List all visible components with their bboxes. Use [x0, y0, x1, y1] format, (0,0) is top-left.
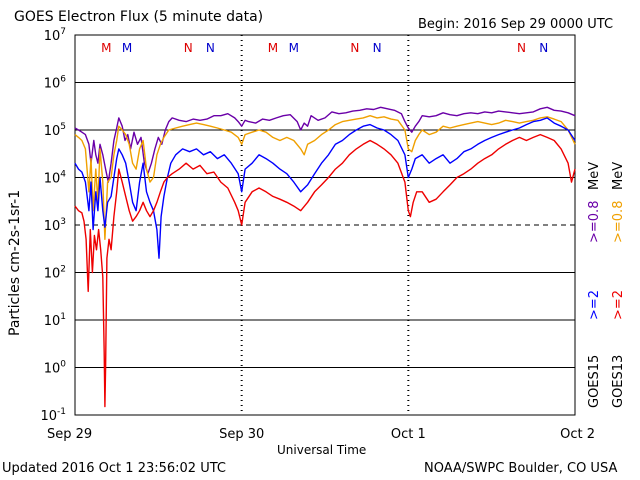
- legend-goes13-ge08: >=0.8: [611, 200, 626, 243]
- chart-title: GOES Electron Flux (5 minute data): [14, 9, 264, 25]
- event-marker: N: [184, 41, 193, 55]
- x-tick-label: Oct 1: [391, 427, 426, 442]
- y-tick-label: 104: [44, 170, 67, 187]
- series-line-4: [74, 133, 576, 408]
- series-line-3: [74, 117, 576, 259]
- x-tick-labels: Sep 29 Sep 30 Oct 1 Oct 2: [47, 427, 595, 442]
- grid: [75, 82, 575, 368]
- event-marker: M: [289, 41, 299, 55]
- event-marker: N: [350, 41, 359, 55]
- event-marker: N: [206, 41, 215, 55]
- legend-goes13-sat: GOES13: [611, 354, 626, 408]
- legend-goes15-ge08: >=0.8: [587, 200, 602, 243]
- event-marker: M: [268, 41, 278, 55]
- y-tick-label: 100: [44, 360, 67, 377]
- y-axis-title: Particles cm-2s-1sr-1: [7, 189, 23, 336]
- series-lines: [74, 106, 576, 408]
- x-tick-label: Sep 30: [219, 427, 264, 442]
- legend-goes15-unit: MeV: [587, 161, 602, 190]
- event-marker: M: [101, 41, 111, 55]
- y-tick-label: 101: [44, 312, 66, 329]
- event-marker: N: [539, 41, 548, 55]
- legend-goes13-unit: MeV: [611, 161, 626, 190]
- y-tick-label: 106: [44, 75, 67, 92]
- y-tick-label: 103: [44, 217, 66, 234]
- event-marker: N: [517, 41, 526, 55]
- x-axis-title: Universal Time: [277, 443, 367, 457]
- y-tick-labels: 10-1 100 101 102 103 104 105 106 107: [40, 27, 66, 424]
- series-line-2: [74, 114, 576, 241]
- event-marker: N: [373, 41, 382, 55]
- x-tick-label: Sep 29: [47, 427, 92, 442]
- updated-label: Updated 2016 Oct 1 23:56:02 UTC: [2, 461, 226, 476]
- y-tick-label: 10-1: [40, 407, 66, 424]
- y-tick-label: 102: [44, 265, 66, 282]
- y-tick-label: 105: [44, 122, 66, 139]
- series-line-1: [74, 106, 576, 183]
- begin-label: Begin: 2016 Sep 29 0000 UTC: [418, 17, 614, 32]
- legend-goes15-ge2: >=2: [587, 289, 602, 320]
- y-tick-label: 107: [44, 27, 66, 44]
- x-tick-label: Oct 2: [560, 427, 595, 442]
- event-marker: M: [122, 41, 132, 55]
- legend-goes15-sat: GOES15: [587, 354, 602, 408]
- source-label: NOAA/SWPC Boulder, CO USA: [424, 461, 618, 476]
- legend-goes13-ge2: >=2: [611, 289, 626, 320]
